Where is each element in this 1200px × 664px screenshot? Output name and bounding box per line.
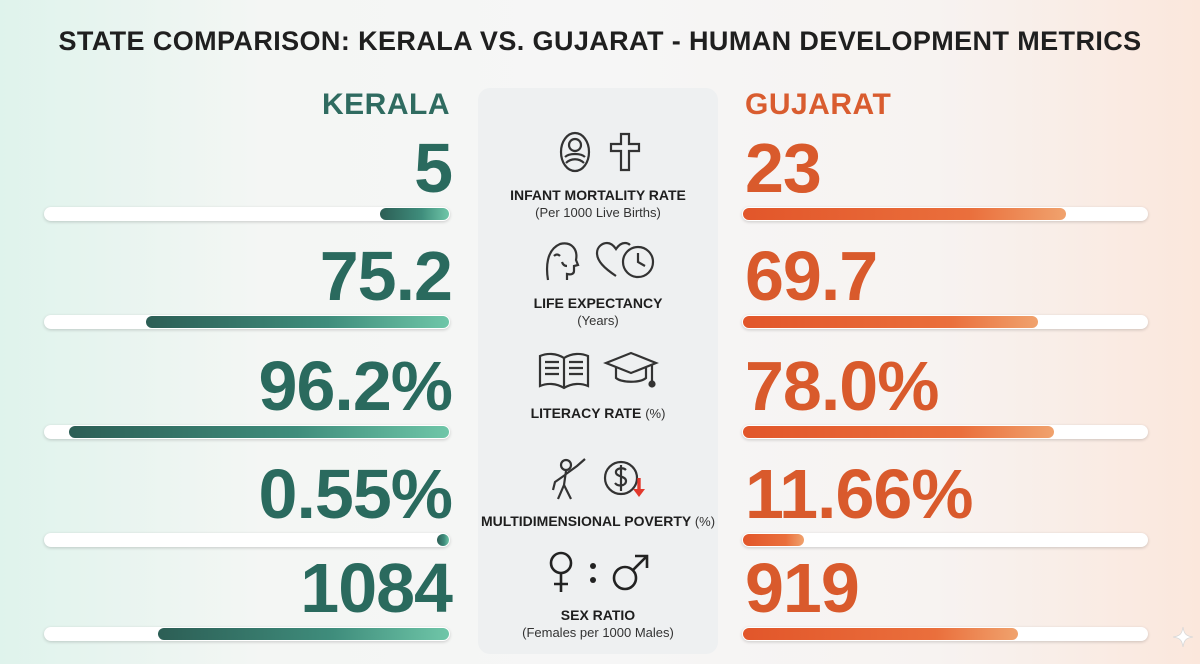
kerala-bar [380, 208, 449, 220]
gujarat-bar-track [742, 315, 1148, 329]
metric-unit: (%) [694, 514, 716, 529]
gujarat-bar-track [742, 627, 1148, 641]
graduation-cap-icon [597, 351, 665, 388]
metric-label: SEX RATIO (Females per 1000 Males) [478, 607, 718, 641]
baby-icon [548, 131, 602, 173]
gujarat-header: GUJARAT [745, 88, 892, 121]
kerala-bar-track [44, 207, 450, 221]
gujarat-bar-track [742, 425, 1148, 439]
gujarat-value: 23 [745, 129, 822, 207]
kerala-bar-track [44, 533, 450, 547]
kerala-bar [69, 426, 449, 438]
male-icon [605, 554, 655, 591]
gujarat-bar [743, 628, 1018, 640]
kerala-value: 1084 [300, 549, 453, 627]
kerala-bar [158, 628, 449, 640]
metric-row: 5 23 INFANT MORTALITY RATE (Per 1000 Live B… [0, 129, 1200, 244]
heart-clock-icon [589, 241, 661, 279]
metric-unit: (Females per 1000 Males) [522, 625, 674, 640]
metric-label-text: SEX RATIO [560, 607, 636, 623]
metric-label: LITERACY RATE (%) [478, 405, 718, 422]
metric-label: INFANT MORTALITY RATE (Per 1000 Live Birt… [478, 187, 718, 221]
kerala-value: 75.2 [319, 237, 453, 315]
metric-row: 1084 919 SEX RATIO (Females per 1000 Males) [0, 549, 1200, 664]
gujarat-bar [743, 426, 1054, 438]
gujarat-bar-track [742, 533, 1148, 547]
metric-unit: (%) [645, 406, 666, 421]
metric-panel [478, 88, 718, 654]
gujarat-bar [743, 316, 1038, 328]
kerala-bar-track [44, 627, 450, 641]
kerala-bar-track [44, 425, 450, 439]
metric-label-text: MULTIDIMENSIONAL POVERTY [480, 513, 691, 529]
kerala-value: 0.55% [258, 455, 453, 533]
page-title: STATE COMPARISON: KERALA VS. GUJARAT - H… [58, 26, 1142, 56]
ratio-colon-icon [581, 563, 605, 583]
kerala-value: 96.2% [258, 347, 453, 425]
gujarat-value: 78.0% [745, 347, 939, 425]
kerala-bar [437, 534, 449, 546]
metric-row: 0.55% 11.66% MULTIDIMENSIONAL POVERTY (%) [0, 458, 1200, 570]
metric-icons [478, 456, 718, 508]
person-reaching-icon [542, 458, 596, 500]
metric-row: 96.2% 78.0% LITERACY RATE (%) [0, 350, 1200, 462]
gujarat-bar [743, 534, 804, 546]
metric-row: 75.2 69.7 LIFE EXPECTANCY (Years) [0, 240, 1200, 352]
metric-icons [478, 130, 718, 182]
metric-icons [478, 348, 718, 400]
metric-icons [478, 238, 718, 290]
metric-unit: (Per 1000 Live Births) [535, 205, 661, 220]
kerala-bar-track [44, 315, 450, 329]
metric-unit: (Years) [577, 313, 619, 328]
dollar-down-icon [596, 460, 654, 497]
metric-label: MULTIDIMENSIONAL POVERTY (%) [478, 513, 718, 530]
metric-label-text: LITERACY RATE [530, 405, 642, 421]
book-icon [531, 352, 597, 390]
elderly-person-icon [535, 242, 589, 281]
kerala-header: KERALA [322, 88, 450, 121]
metric-label-text: LIFE EXPECTANCY [533, 295, 663, 311]
female-icon [541, 551, 581, 592]
gujarat-bar-track [742, 207, 1148, 221]
metric-label-text: INFANT MORTALITY RATE [510, 187, 686, 203]
metric-label: LIFE EXPECTANCY (Years) [478, 295, 718, 329]
kerala-bar [146, 316, 449, 328]
sparkle-icon [1172, 626, 1194, 648]
metric-icons [478, 550, 718, 602]
gujarat-value: 11.66% [745, 455, 974, 533]
gujarat-bar [743, 208, 1066, 220]
gujarat-value: 69.7 [745, 237, 878, 315]
cross-icon [602, 132, 648, 172]
gujarat-value: 919 [745, 549, 860, 627]
kerala-value: 5 [414, 129, 453, 207]
